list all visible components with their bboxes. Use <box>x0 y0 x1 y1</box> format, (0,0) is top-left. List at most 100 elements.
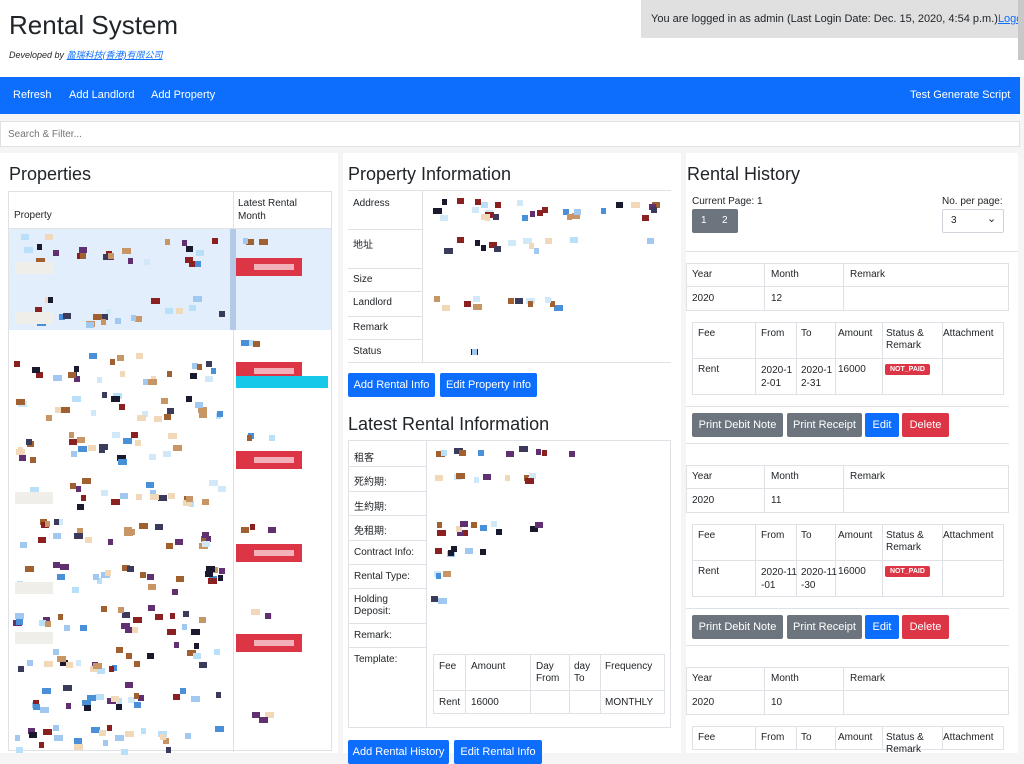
redacted-block <box>86 322 94 328</box>
rental-history-title: Rental History <box>687 164 801 184</box>
print-debit-note-button[interactable]: Print Debit Note <box>692 615 783 639</box>
divider <box>843 263 844 311</box>
redacted-block <box>647 238 654 244</box>
add-rental-history-button[interactable]: Add Rental History <box>348 740 449 764</box>
redacted-block <box>72 396 81 402</box>
nav-add-property[interactable]: Add Property <box>151 89 216 101</box>
nav-add-landlord[interactable]: Add Landlord <box>69 89 135 101</box>
edit-property-info-button[interactable]: Edit Property Info <box>440 373 537 397</box>
redacted-block <box>143 379 152 385</box>
redacted-block <box>117 455 126 461</box>
redacted-block <box>489 242 497 248</box>
record-year: 2020 <box>692 697 715 708</box>
per-page-select[interactable]: 3 ⌄ <box>942 209 1004 233</box>
search-input[interactable] <box>0 121 1020 147</box>
company-link[interactable]: 盈瑞科技(香港)有限公司 <box>66 50 163 60</box>
redacted-block <box>99 447 105 453</box>
redacted-block <box>77 528 83 534</box>
redacted-month-block <box>236 634 302 652</box>
redacted-block <box>84 705 91 711</box>
logout-link[interactable]: Logout <box>997 13 1024 25</box>
redacted-block <box>440 215 448 221</box>
redacted-block <box>523 238 532 244</box>
redacted-block <box>464 301 471 307</box>
redacted-block <box>120 493 128 499</box>
month-header: Month <box>771 471 799 482</box>
redacted-block <box>187 650 196 656</box>
app-title: Rental System <box>9 10 179 40</box>
current-page-label: Current Page: 1 <box>692 196 763 207</box>
add-rental-info-button[interactable]: Add Rental Info <box>348 373 435 397</box>
amount-value: 16000 <box>838 566 866 577</box>
redacted-block <box>208 578 217 584</box>
redacted-block <box>218 575 223 581</box>
redacted-block <box>537 210 543 216</box>
remark-header: Remark <box>850 673 886 684</box>
redacted-block <box>168 493 175 499</box>
redacted-block <box>112 432 120 438</box>
redacted-block <box>448 550 454 556</box>
to-header: To <box>801 328 812 339</box>
redacted-block <box>66 662 73 668</box>
redacted-block <box>74 376 80 382</box>
property-row-selected[interactable] <box>9 229 331 330</box>
month-header: Month <box>771 269 799 280</box>
redacted-block <box>118 459 127 465</box>
nav-test-generate-script[interactable]: Test Generate Script <box>910 89 1011 101</box>
redacted-block <box>443 571 451 577</box>
redacted-block <box>64 625 70 631</box>
redacted-block <box>569 451 575 457</box>
redacted-block <box>515 298 523 304</box>
redacted-block <box>456 526 462 532</box>
redacted-block <box>219 568 225 574</box>
page-2-button[interactable]: 2 <box>722 215 728 226</box>
redacted-block <box>202 541 210 547</box>
scrollbar-thumb[interactable] <box>1018 0 1024 60</box>
redacted-block <box>16 619 23 625</box>
redacted-block <box>56 519 63 525</box>
redacted-block <box>218 486 226 492</box>
divider <box>942 726 943 750</box>
remark-header: Remark <box>850 269 886 280</box>
property-info-title: Property Information <box>348 164 512 184</box>
redacted-block <box>53 375 62 381</box>
redacted-block <box>246 239 254 245</box>
redacted-block <box>176 308 183 314</box>
edit-button[interactable]: Edit <box>865 413 899 437</box>
remark-header: Remark <box>850 471 886 482</box>
redacted-block <box>493 214 499 220</box>
redacted-block <box>99 314 108 320</box>
redacted-block <box>14 361 20 367</box>
print-receipt-button[interactable]: Print Receipt <box>787 615 862 639</box>
redacted-block <box>475 199 481 205</box>
redacted-block <box>93 574 99 580</box>
edit-button[interactable]: Edit <box>865 615 899 639</box>
column-resize-handle[interactable] <box>230 229 236 330</box>
redacted-block <box>60 564 69 570</box>
redacted-block <box>135 316 142 322</box>
redacted-block <box>570 237 578 243</box>
redacted-block <box>206 566 215 572</box>
page-1-button[interactable]: 1 <box>701 215 707 226</box>
nav-refresh[interactable]: Refresh <box>13 89 52 101</box>
redacted-month-block <box>236 451 302 469</box>
redacted-block <box>117 698 122 704</box>
template-day-from-header: Day From <box>536 661 560 684</box>
chevron-down-icon: ⌄ <box>987 213 997 225</box>
redacted-block <box>101 490 108 496</box>
redacted-block <box>77 437 85 443</box>
delete-button[interactable]: Delete <box>902 615 949 639</box>
print-receipt-button[interactable]: Print Receipt <box>787 413 862 437</box>
redacted-block <box>131 432 138 438</box>
redacted-block <box>185 733 191 739</box>
attachment-header: Attachment <box>943 530 994 541</box>
redacted-block <box>87 695 96 701</box>
edit-rental-info-button[interactable]: Edit Rental Info <box>454 740 542 764</box>
redacted-block <box>74 738 82 744</box>
redacted-block <box>106 309 111 315</box>
print-debit-note-button[interactable]: Print Debit Note <box>692 413 783 437</box>
redacted-block <box>506 451 514 457</box>
redacted-block <box>651 207 657 213</box>
redacted-block <box>150 494 159 500</box>
delete-button[interactable]: Delete <box>902 413 949 437</box>
